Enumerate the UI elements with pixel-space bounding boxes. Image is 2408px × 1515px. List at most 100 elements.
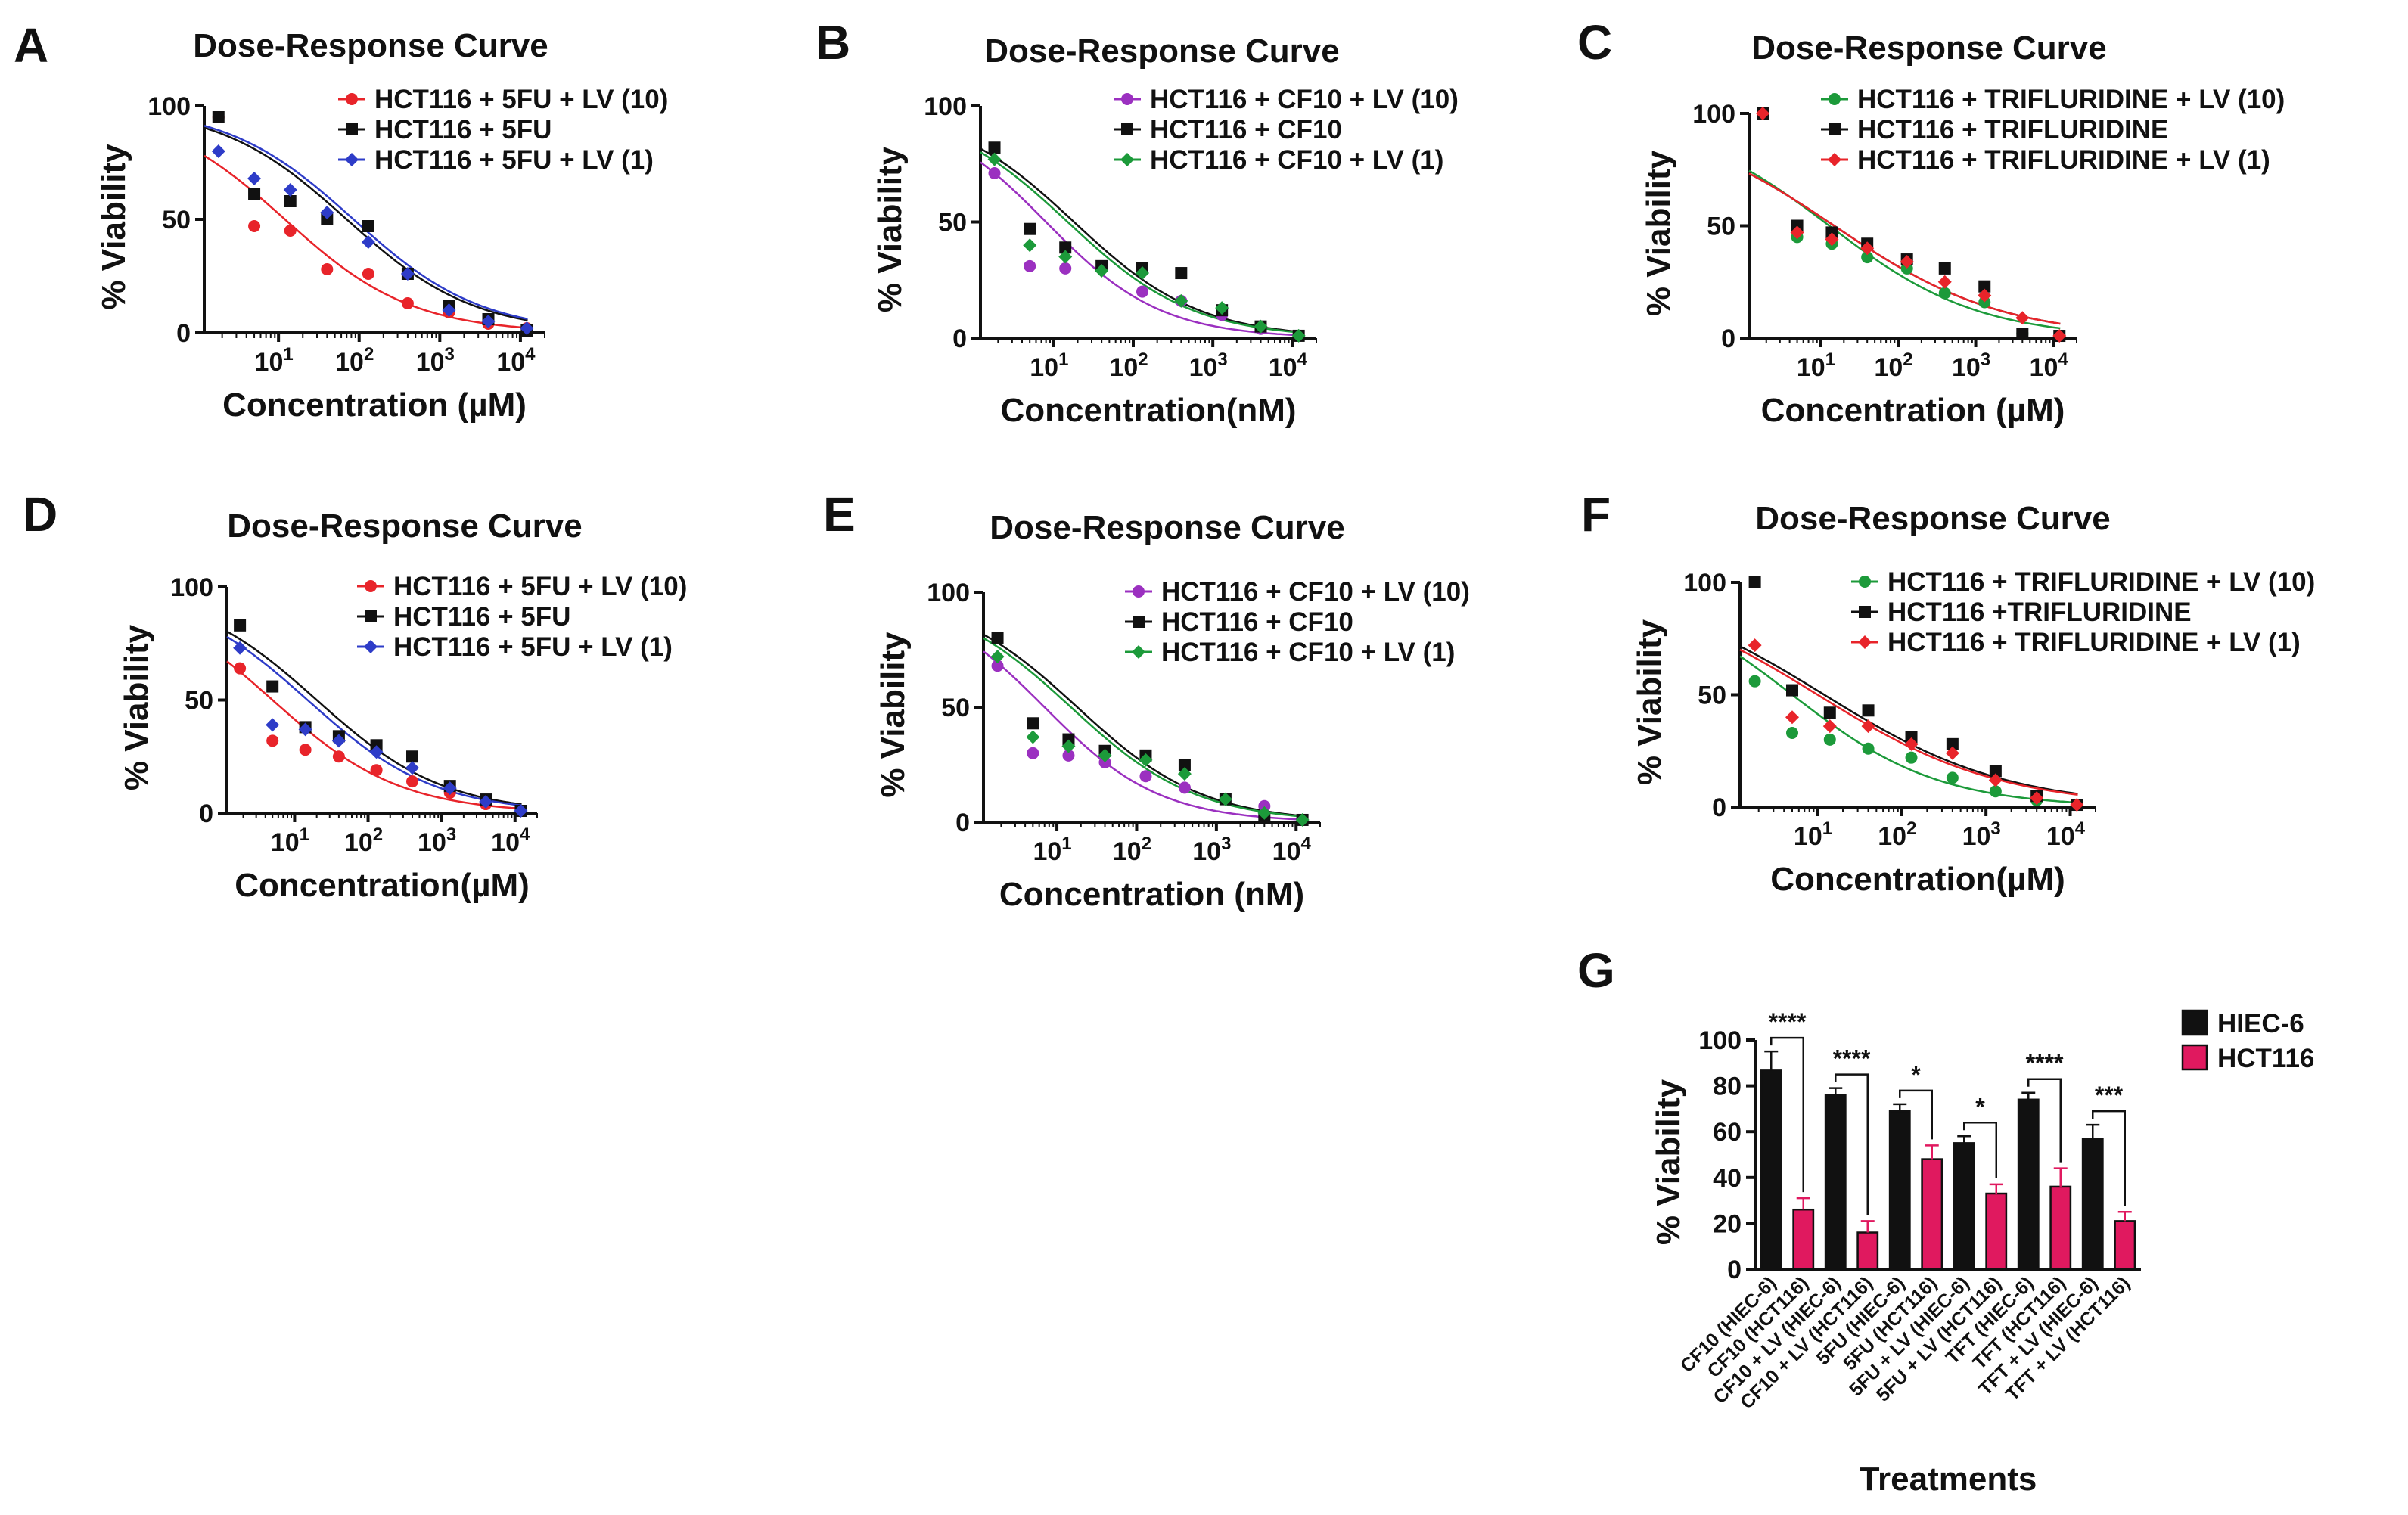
- x-tick-label: 104: [2030, 349, 2069, 382]
- significance-bracket: [2092, 1110, 2126, 1206]
- data-point: [1026, 730, 1040, 744]
- x-tick-label: 103: [418, 824, 456, 857]
- y-tick-label: 50: [1707, 213, 1735, 241]
- series-2: [1748, 638, 2084, 812]
- data-point: [1790, 225, 1804, 240]
- x-tick-label: 104: [2046, 818, 2086, 851]
- x-axis-label: Concentration(µM): [1770, 861, 2065, 898]
- data-point: [1135, 266, 1149, 281]
- legend-entry: HCT116 + CF10 + LV (1): [1150, 145, 1443, 175]
- chart-title: Dose-Response Curve: [990, 509, 1344, 546]
- data-point: [1062, 733, 1075, 746]
- x-axis-label: Concentration (nM): [999, 876, 1304, 913]
- y-tick-label: 100: [170, 573, 213, 602]
- y-tick-label: 100: [1692, 100, 1735, 129]
- data-point: [1989, 785, 2002, 798]
- fit-curve: [980, 151, 1300, 334]
- x-tick-label: 103: [1962, 818, 2001, 851]
- data-point: [443, 781, 457, 796]
- data-point: [1748, 638, 1762, 653]
- legend-marker: [1859, 576, 1871, 588]
- significance-stars: *: [1975, 1093, 1985, 1120]
- data-point: [405, 761, 420, 775]
- x-axis-label: Concentration (µM): [1761, 392, 2065, 429]
- data-point: [361, 235, 375, 249]
- data-point: [987, 152, 1002, 166]
- x-tick-label: 102: [1874, 349, 1912, 382]
- x-tick-label: 102: [1113, 834, 1151, 866]
- data-point: [331, 734, 346, 748]
- y-tick-label: 20: [1713, 1209, 1742, 1238]
- x-tick-label: 101: [1797, 349, 1835, 382]
- y-tick-label: 60: [1713, 1118, 1742, 1147]
- significance-stars: *: [1911, 1061, 1921, 1088]
- x-tick-label: 104: [1269, 349, 1308, 382]
- data-point: [266, 718, 280, 732]
- x-tick-label: 102: [1878, 818, 1916, 851]
- y-tick-label: 100: [927, 579, 970, 607]
- data-point: [1756, 107, 1770, 120]
- data-point: [211, 144, 225, 158]
- legend-marker: [1828, 153, 1841, 166]
- x-tick-label: 104: [1272, 834, 1312, 866]
- data-point: [1024, 259, 1036, 272]
- panel-letter-F: F: [1581, 487, 1611, 542]
- legend-entry: HCT116 + TRIFLURIDINE: [1857, 115, 2168, 144]
- fit-curve: [1739, 655, 2078, 804]
- data-point: [2070, 798, 2084, 812]
- data-point: [1257, 806, 1272, 820]
- legend-entry: HCT116 +TRIFLURIDINE: [1888, 598, 2192, 627]
- legend-marker: [1829, 123, 1841, 135]
- data-point: [362, 220, 374, 232]
- data-point: [1027, 717, 1039, 730]
- data-point: [1024, 222, 1036, 235]
- data-point: [1061, 739, 1076, 753]
- data-point: [1946, 771, 1959, 784]
- data-point: [1937, 275, 1952, 289]
- data-point: [520, 321, 534, 335]
- chart-title: Dose-Response Curve: [1751, 29, 2106, 67]
- legend-entry: HCT116 + CF10: [1150, 115, 1342, 144]
- data-point: [442, 303, 456, 317]
- y-tick-label: 0: [176, 319, 191, 348]
- bar: [1760, 1069, 1782, 1271]
- data-point: [514, 804, 528, 818]
- panel-F: F Dose-Response Curve 0 50 100 101 102 103 104 Co…: [1581, 487, 2315, 898]
- data-point: [406, 750, 419, 763]
- data-point: [370, 764, 383, 777]
- series-2: [211, 144, 534, 335]
- legend-entry: HCT116 + 5FU + LV (10): [374, 85, 668, 114]
- legend-marker: [365, 610, 377, 622]
- bar: [2017, 1098, 2040, 1271]
- bar: [2081, 1138, 2104, 1271]
- data-point: [266, 734, 279, 747]
- panel-letter-D: D: [23, 487, 57, 542]
- fit-curve: [204, 126, 528, 321]
- data-point: [1945, 746, 1959, 760]
- bar: [2114, 1220, 2136, 1271]
- data-point: [1861, 251, 1874, 264]
- significance-stars: ****: [2026, 1050, 2064, 1077]
- significance-stars: ****: [1769, 1008, 1807, 1035]
- data-point: [1905, 751, 1918, 764]
- legend-marker: [1121, 123, 1133, 135]
- data-point: [1822, 719, 1837, 734]
- significance-bracket: [1835, 1073, 1869, 1215]
- x-axis-label: Concentration(nM): [1000, 392, 1296, 429]
- data-point: [234, 662, 247, 675]
- legend-marker: [1133, 616, 1145, 628]
- data-point: [321, 263, 334, 275]
- series-2: [987, 152, 1306, 343]
- data-point: [1295, 812, 1310, 827]
- chart-title: Dose-Response Curve: [193, 27, 548, 64]
- panel-D: D Dose-Response Curve 0 50 100 101 102 103 104 Co…: [23, 487, 687, 904]
- data-point: [247, 172, 262, 185]
- data-point: [1136, 285, 1148, 298]
- legend-entry: HCT116 + 5FU + LV (1): [374, 145, 654, 175]
- data-point: [1218, 792, 1232, 806]
- data-point: [1027, 747, 1039, 759]
- data-point: [2015, 311, 2030, 325]
- data-point: [283, 183, 297, 197]
- legend-entry: HIEC-6: [2217, 1009, 2304, 1038]
